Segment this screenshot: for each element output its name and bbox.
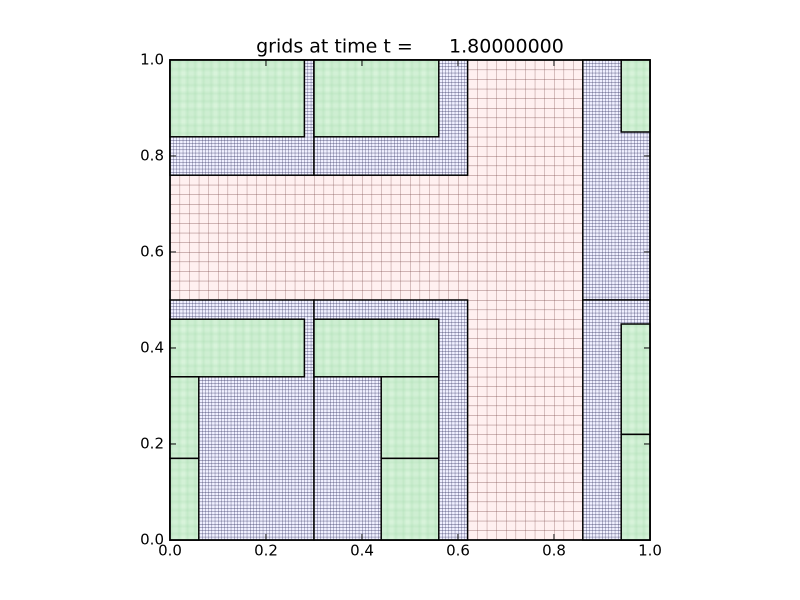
y-tick-label: 0.8 <box>140 147 164 165</box>
grid-patch <box>380 457 440 541</box>
y-tick-label: 0.6 <box>140 243 164 261</box>
grid-patch <box>169 457 200 541</box>
grid-patch <box>620 323 651 436</box>
grid-patch <box>169 376 200 460</box>
x-tick-label: 0.2 <box>254 542 278 560</box>
x-tick-label: 0.4 <box>350 542 374 560</box>
grid-patch <box>313 318 440 378</box>
y-tick-label: 1.0 <box>140 51 164 69</box>
grid-patch <box>620 433 651 541</box>
y-tick-label: 0.0 <box>140 531 164 549</box>
grid-patch <box>313 59 440 138</box>
grid-patch <box>380 376 440 460</box>
grid-patch <box>620 59 651 133</box>
y-tick-label: 0.4 <box>140 339 164 357</box>
plot-frame <box>169 59 651 541</box>
chart-title: grids at time t = 1.80000000 <box>256 36 564 58</box>
x-tick-label: 1.0 <box>638 542 662 560</box>
y-tick-label: 0.2 <box>140 435 164 453</box>
grid-patch <box>169 318 306 378</box>
grid-patch <box>169 59 306 138</box>
x-tick-label: 0.8 <box>542 542 566 560</box>
x-tick-label: 0.6 <box>446 542 470 560</box>
x-tick-label: 0.0 <box>158 542 182 560</box>
